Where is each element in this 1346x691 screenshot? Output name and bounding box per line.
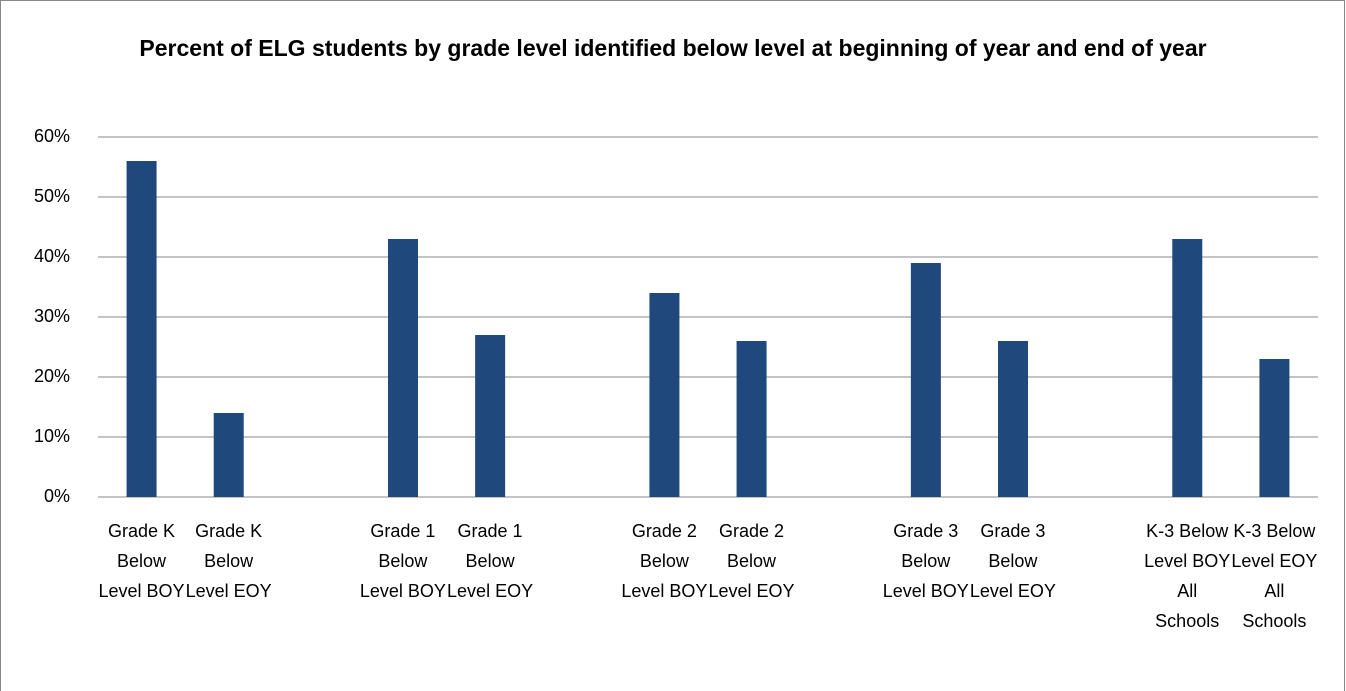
y-tick-label: 60% xyxy=(34,126,70,146)
bar xyxy=(649,293,680,497)
chart-title: Percent of ELG students by grade level i… xyxy=(139,35,1207,61)
bar xyxy=(126,161,157,497)
x-tick-label: Grade 1 Below Level EOY xyxy=(447,521,534,601)
bar xyxy=(213,413,244,497)
bar xyxy=(475,335,506,497)
x-tick-label: Grade 2 Below Level EOY xyxy=(708,521,795,601)
bar xyxy=(998,341,1028,497)
y-tick-label: 10% xyxy=(34,426,70,446)
x-tick-label: Grade 3 Below Level EOY xyxy=(969,521,1056,601)
y-tick-label: 50% xyxy=(34,186,70,206)
x-tick-label: Grade 1 Below Level BOY xyxy=(359,521,446,601)
bar xyxy=(388,239,418,497)
bar xyxy=(910,263,941,497)
x-tick-label: Grade 3 Below Level BOY xyxy=(882,521,969,601)
x-tick-label: Grade K Below Level BOY xyxy=(98,521,185,601)
x-tick-label: Grade K Below Level EOY xyxy=(185,521,272,601)
bar xyxy=(1172,239,1203,497)
y-tick-label: 0% xyxy=(44,486,70,506)
y-tick-label: 30% xyxy=(34,306,70,326)
bar xyxy=(736,341,767,497)
bar xyxy=(1259,359,1290,497)
x-tick-label: K-3 Below Level EOY All Schools xyxy=(1231,521,1318,631)
x-tick-label: K-3 Below Level BOY All Schools xyxy=(1144,521,1231,631)
y-tick-label: 40% xyxy=(34,246,70,266)
x-tick-label: Grade 2 Below Level BOY xyxy=(621,521,708,601)
y-tick-label: 20% xyxy=(34,366,70,386)
